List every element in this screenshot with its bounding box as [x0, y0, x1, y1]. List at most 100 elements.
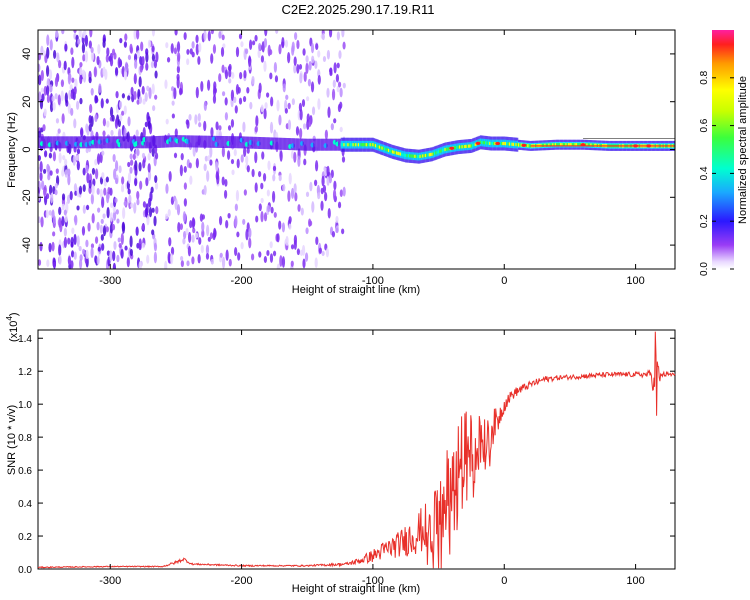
spectrogram-noise-cell: [274, 75, 279, 83]
spectrogram-noise-cell: [127, 172, 132, 184]
spectrogram-band-cell: [96, 136, 99, 149]
spectrogram-noise-cell: [96, 256, 100, 265]
spectrogram-peak-cell: [495, 141, 501, 146]
spectrogram-noise-cell: [327, 208, 331, 219]
spectrogram-band-cell: [305, 138, 307, 151]
spectrogram-core-cell: [428, 153, 431, 157]
spectrogram-core-cell: [352, 143, 355, 147]
spectrogram-core-cell: [592, 143, 595, 147]
spectrogram-noise-cell: [67, 72, 72, 85]
spectrogram-noise-cell: [132, 153, 136, 161]
snr-multiplier-base: (x10: [8, 321, 20, 342]
spectrogram-noise-cell: [170, 253, 174, 265]
spectrogram-noise-cell: [95, 168, 99, 180]
spectrogram-band-cell: [288, 138, 290, 151]
spectrogram-noise-cell: [278, 174, 282, 182]
spectrogram-core-cell: [431, 152, 433, 156]
spectrogram-core-cell: [410, 154, 412, 158]
spectrogram-band-cell: [50, 136, 53, 149]
spectrogram-noise-cell: [64, 214, 68, 223]
spectrogram-band-cell: [332, 138, 335, 151]
spectrogram-noise-cell: [246, 147, 250, 154]
spectrogram-core-cell: [432, 152, 435, 156]
spectrogram-core-cell: [514, 142, 516, 147]
spectrogram-core-cell: [360, 143, 362, 147]
spectrogram-noise-cell: [54, 189, 58, 196]
spectrogram-band-cell: [254, 136, 256, 149]
spectrogram-noise-cell: [114, 197, 118, 203]
spectrogram-noise-cell: [332, 189, 337, 201]
spectrogram-noise-cell: [147, 152, 151, 161]
spectrogram-noise-cell: [138, 162, 142, 172]
spectrogram-core-cell: [461, 145, 464, 149]
spectrogram-noise-cell: [174, 198, 178, 211]
spectrogram-noise-cell: [141, 56, 145, 66]
spectrogram-noise-cell: [311, 55, 315, 64]
spectrogram-noise-cell: [73, 251, 77, 260]
spectrogram-noise-cell: [94, 158, 98, 166]
spectrogram-band-cell: [280, 137, 282, 150]
spectrogram-x-tick-label: -100: [362, 275, 384, 287]
spectrogram-core-cell: [374, 144, 377, 148]
spectrogram-band-cell: [159, 135, 162, 148]
spectrogram-core-cell: [422, 154, 424, 158]
spectrogram-noise-cell: [293, 151, 297, 163]
spectrogram-core-cell: [376, 144, 378, 148]
spectrogram-noise-cell: [82, 167, 86, 176]
spectrogram-noise-cell: [39, 172, 43, 182]
spectrogram-noise-cell: [263, 212, 268, 222]
spectrogram-core-cell: [377, 145, 380, 149]
spectrogram-noise-cell: [106, 120, 110, 128]
spectrogram-band-cell: [84, 136, 87, 149]
spectrogram-noise-cell: [284, 108, 288, 114]
spectrogram-noise-cell: [119, 38, 123, 44]
spectrogram-noise-cell: [234, 203, 238, 212]
spectrogram-noise-cell: [87, 222, 91, 232]
spectrogram-noise-cell: [135, 129, 139, 137]
spectrogram-noise-cell: [51, 241, 55, 252]
spectrogram-core-cell: [373, 143, 376, 147]
spectrogram-core-cell: [500, 141, 503, 146]
spectrogram-noise-cell: [114, 160, 119, 172]
spectrogram-x-tick-label: -300: [99, 275, 121, 287]
spectrogram-core-cell: [552, 143, 554, 147]
spectrogram-noise-cell: [269, 72, 273, 80]
spectrogram-noise-cell: [251, 75, 255, 85]
spectrogram-noise-cell: [141, 85, 145, 95]
spectrogram-noise-cell: [52, 261, 56, 268]
spectrogram-band-cell: [261, 137, 264, 150]
spectrogram-noise-cell: [73, 86, 77, 95]
spectrogram-noise-cell: [165, 183, 169, 194]
spectrogram-noise-cell: [40, 87, 44, 93]
spectrogram-x-ticks: -300 -200 -100 0 100: [99, 30, 645, 287]
spectrogram-noise-cell: [54, 182, 58, 189]
spectrogram-x-tick-label: 100: [626, 275, 644, 287]
spectrogram-noise-cell: [272, 250, 277, 257]
snr-x-tick-label: 100: [626, 575, 644, 587]
spectrogram-band-cell: [158, 135, 160, 148]
spectrogram-noise-cell: [301, 244, 306, 256]
spectrogram-core-cell: [594, 143, 596, 147]
spectrogram-noise-cell: [109, 187, 113, 196]
spectrogram-noise-cell: [126, 257, 130, 268]
spectrogram-noise-cell: [176, 65, 180, 74]
spectrogram-core-cell: [391, 150, 394, 154]
spectrogram-core-cell: [356, 143, 359, 147]
snr-x-tick-label: 0: [501, 575, 507, 587]
colorbar-tick-label: 0.4: [699, 166, 710, 180]
snr-y-tick-label: 0.6: [18, 466, 32, 477]
spectrogram-noise-cell: [38, 259, 42, 266]
spectrogram-core-cell: [525, 143, 528, 148]
spectrogram-band-cell: [177, 135, 180, 148]
spectrogram-noise-cell: [263, 37, 268, 48]
spectrogram-noise-cell: [237, 252, 241, 261]
spectrogram-noise-cell: [164, 79, 168, 90]
spectrogram-noise-cell: [230, 89, 235, 101]
spectrogram-noise-cell: [266, 92, 270, 98]
spectrogram-core-cell: [518, 143, 520, 147]
spectrogram-core-cell: [443, 148, 445, 152]
spectrogram-noise-cell: [63, 236, 68, 248]
spectrogram-band-cell: [267, 137, 269, 150]
spectrogram-core-cell: [406, 153, 408, 158]
spectrogram-noise-cell: [138, 96, 143, 104]
